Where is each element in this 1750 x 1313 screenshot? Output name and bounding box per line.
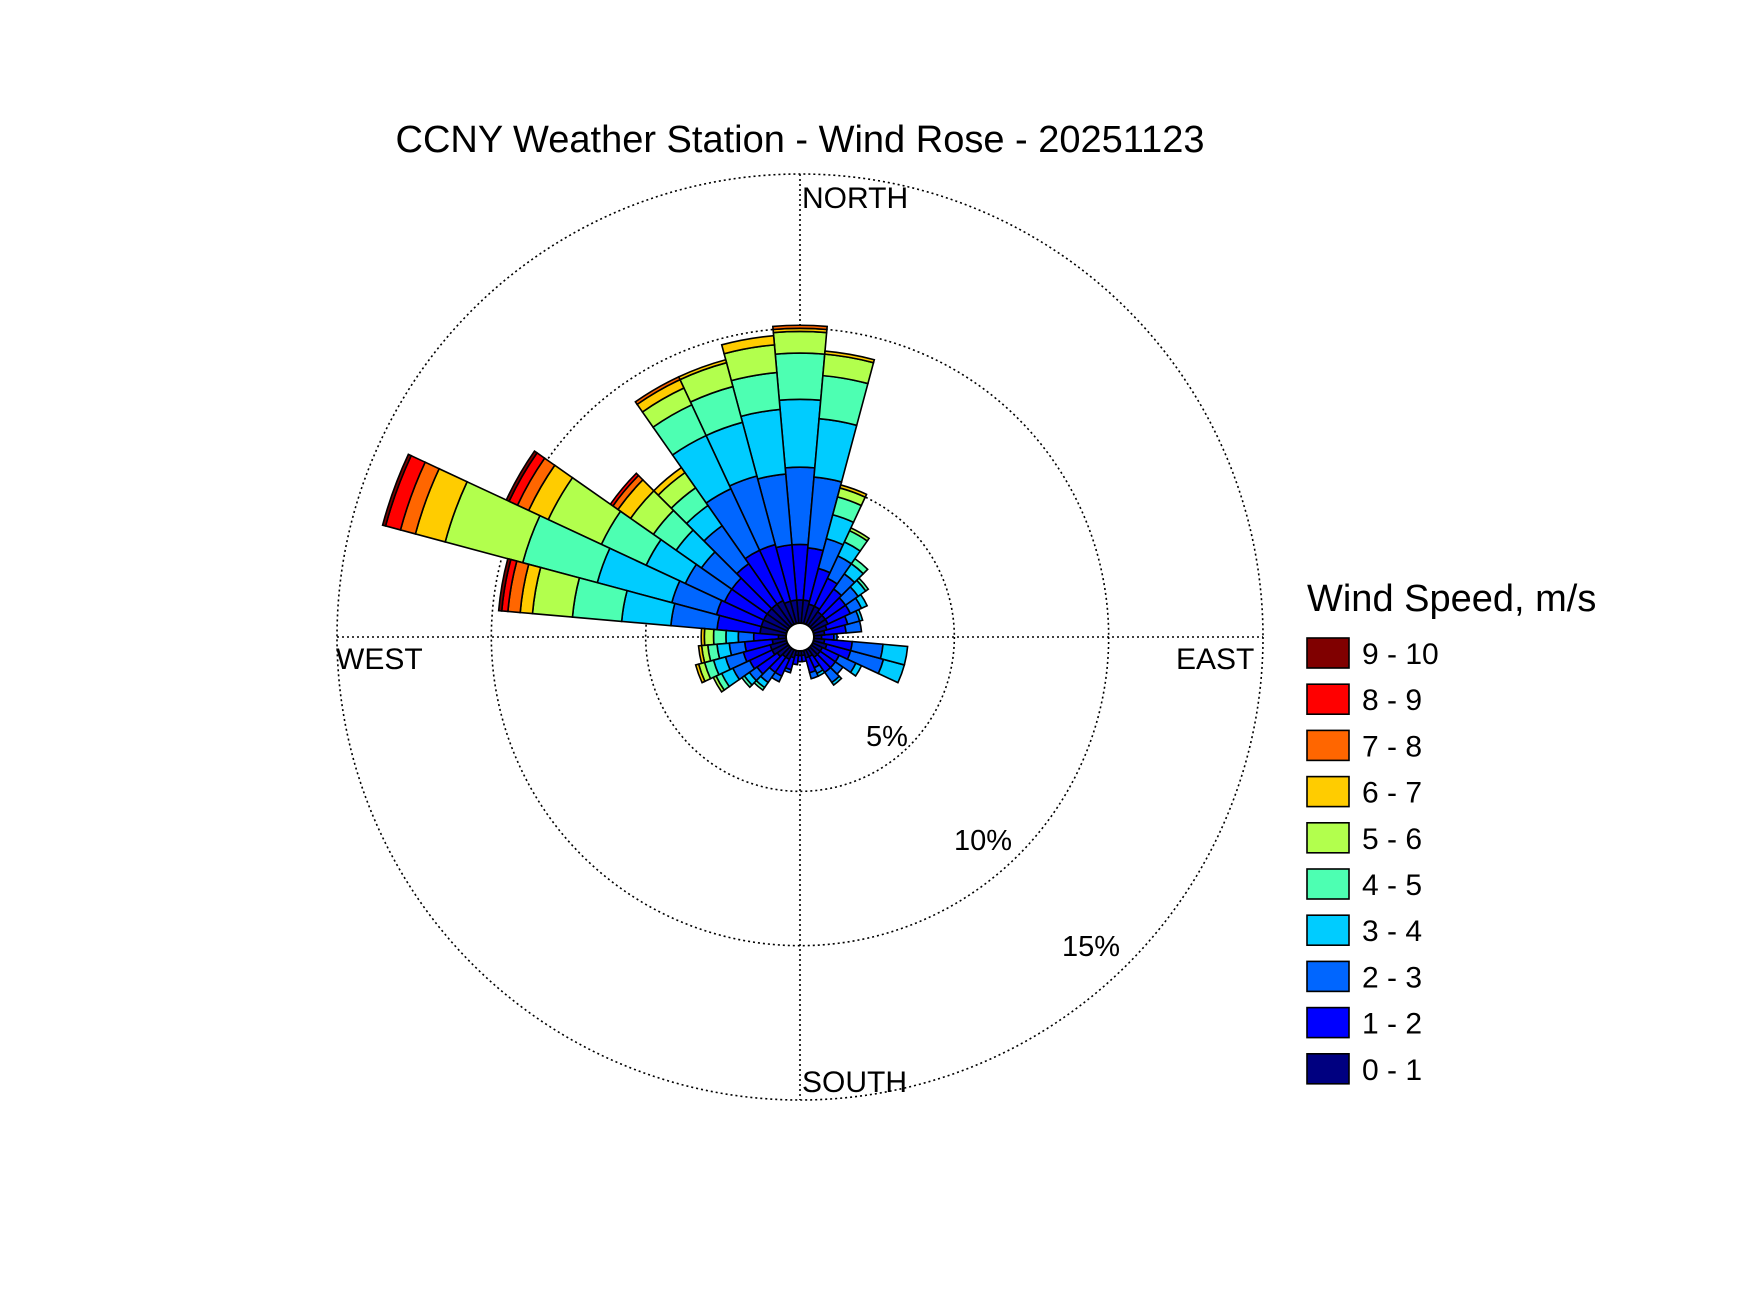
legend-swatch-4 [1306,821,1350,854]
sector-290deg [381,453,801,638]
sector-340-bin-6 [677,358,728,381]
legend-swatch-3 [1306,775,1350,808]
legend-label-0: 9 - 10 [1362,638,1439,671]
legend-label-7: 2 - 3 [1362,961,1422,994]
legend-label-6: 3 - 4 [1362,915,1422,948]
legend-swatch-1 [1306,683,1350,716]
sector-50-bin-4 [855,576,870,593]
legend-label-3: 6 - 7 [1362,777,1422,810]
sector-0deg [771,324,829,638]
direction-label-south: SOUTH [802,1066,907,1099]
legend-swatch-6 [1306,914,1350,947]
sector-30-bin-5 [848,526,871,543]
legend-label-8: 1 - 2 [1362,1008,1422,1041]
sector-10deg [799,350,876,638]
sector-60-bin-3 [854,593,869,610]
sector-20-bin-6 [838,483,868,499]
sector-270-bin-6 [700,627,706,647]
sector-340deg [677,358,801,638]
legend-label-9: 0 - 1 [1362,1054,1422,1087]
sector-240deg [712,636,801,693]
sector-290-bin-9 [381,453,413,527]
legend-label-2: 7 - 8 [1362,730,1422,763]
legend: Wind Speed, m/s 9 - 10 8 - 9 7 - 8 6 - 7 5 -… [1306,578,1596,1087]
sector-250-bin-6 [694,663,706,684]
sector-230-bin-4 [740,674,754,689]
ring-label-10: 10% [954,825,1012,857]
sector-0-bin-3 [778,398,822,469]
sector-50deg [799,576,870,638]
sector-10-bin-3 [813,417,858,483]
chart-title: CCNY Weather Station - Wind Rose - 20251… [396,119,1205,161]
sector-30deg [799,526,871,638]
sector-270-bin-5 [703,627,715,647]
legend-swatch-2 [1306,729,1350,762]
sector-0-bin-4 [774,352,826,402]
calm-center-circle [785,622,815,652]
sector-120-bin-3 [849,662,863,678]
sector-110-bin-3 [877,658,906,684]
sector-100-bin-3 [879,643,909,666]
legend-swatch-5 [1306,868,1350,900]
sector-40-bin-4 [850,557,869,575]
legend-title: Wind Speed, m/s [1307,578,1596,620]
sector-260deg [697,636,801,665]
sector-300deg [505,449,801,638]
sector-0-bin-5 [772,330,828,355]
ring-label-15: 15% [1062,931,1120,963]
sector-280-bin-9 [497,557,512,612]
sector-330-bin-7 [634,375,682,406]
legend-swatch-9 [1306,1053,1350,1085]
sector-270-bin-4 [712,628,728,646]
sector-210-bin-2 [770,671,783,683]
wind-sectors [381,324,909,693]
sector-320-bin-6 [652,466,687,497]
sector-10-bin-4 [818,374,869,427]
ring-label-5: 5% [866,721,908,753]
sector-260-bin-6 [697,644,706,665]
sector-0-bin-7 [771,324,829,331]
sector-310deg [609,472,801,638]
sector-220-bin-4 [753,679,766,692]
direction-label-north: NORTH [802,182,908,215]
legend-swatch-0 [1306,637,1350,669]
sector-300-bin-9 [505,449,539,503]
direction-label-east: EAST [1176,643,1254,676]
sector-200-bin-2 [783,666,793,674]
legend-swatch-8 [1306,1006,1350,1039]
sector-70-bin-3 [854,608,864,623]
legend-label-1: 8 - 9 [1362,684,1422,717]
sector-20deg [799,483,868,638]
sector-240-bin-5 [712,675,726,693]
legend-label-5: 4 - 5 [1362,869,1422,902]
sector-280deg [497,557,801,638]
sector-330deg [634,375,801,638]
sector-310-bin-8 [609,472,640,508]
sector-270-bin-3 [725,629,740,645]
sector-350-bin-6 [720,334,776,355]
legend-label-4: 5 - 6 [1362,823,1422,856]
sector-140-bin-3 [830,675,843,687]
direction-label-west: WEST [336,643,423,676]
sector-350deg [720,334,801,638]
legend-swatch-7 [1306,960,1350,993]
sector-10-bin-6 [823,350,876,364]
